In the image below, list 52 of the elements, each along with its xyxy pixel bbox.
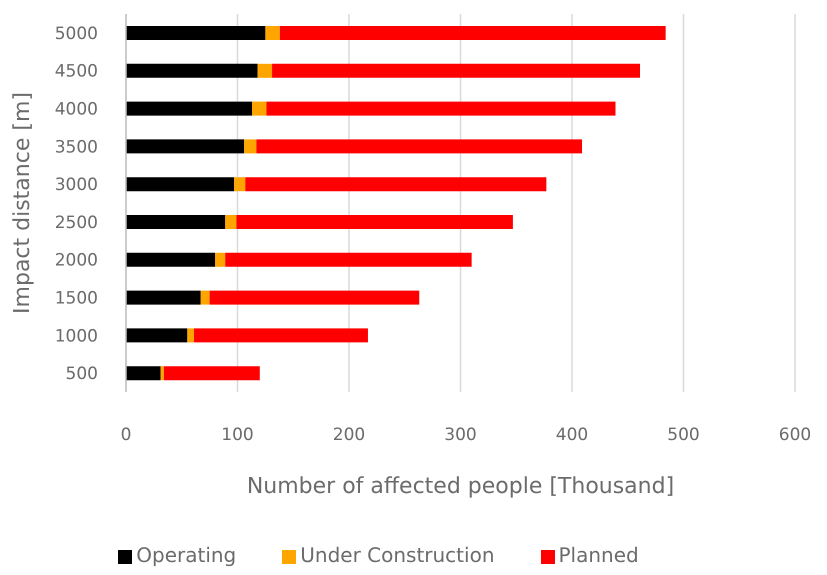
x-tick-label: 500 [667, 425, 700, 446]
bar [126, 26, 266, 40]
bar [280, 26, 666, 40]
bar [236, 215, 513, 229]
bar [164, 366, 260, 380]
bar [126, 366, 161, 380]
x-tick-label: 300 [444, 425, 477, 446]
bar [225, 252, 472, 267]
y-tick-label: 4500 [54, 62, 98, 82]
bar [258, 64, 272, 78]
bar [200, 290, 210, 305]
bar [225, 215, 236, 229]
bar [245, 177, 546, 192]
legend-label: Operating [136, 543, 236, 567]
bar [126, 139, 244, 154]
y-tick-label: 1000 [54, 326, 98, 346]
bar [272, 64, 640, 78]
x-tick-label: 400 [556, 425, 588, 446]
bar [160, 366, 164, 380]
bar [194, 328, 368, 342]
bar [244, 139, 256, 154]
bar [234, 177, 246, 192]
y-axis-title: Impact distance [m] [10, 92, 35, 314]
x-tick-label: 100 [221, 425, 254, 446]
bar [187, 328, 194, 342]
bar [126, 177, 234, 192]
legend-label: Under Construction [300, 543, 494, 567]
bar [126, 328, 188, 342]
bar [215, 252, 226, 267]
bar [252, 102, 266, 116]
x-axis-title: Number of affected people [Thousand] [246, 474, 674, 499]
y-tick-label: 2500 [54, 212, 98, 233]
bar [126, 64, 258, 78]
x-tick-label: 0 [120, 425, 132, 446]
legend-label: Planned [558, 543, 639, 567]
x-tick-label: 600 [778, 425, 812, 446]
bar [266, 102, 616, 116]
bar [265, 26, 280, 40]
bar [256, 139, 582, 154]
y-tick-label: 5000 [54, 24, 98, 44]
y-tick-label: 3000 [54, 175, 98, 196]
x-tick-label: 200 [332, 425, 366, 446]
bar [126, 290, 201, 305]
y-tick-label: 3500 [54, 137, 98, 158]
bar [126, 215, 226, 229]
bar [126, 252, 216, 267]
bar [126, 102, 252, 116]
bar [210, 290, 420, 305]
y-tick-label: 4000 [54, 100, 98, 120]
y-tick-label: 1500 [54, 288, 98, 309]
y-tick-label: 2000 [54, 250, 98, 271]
y-tick-label: 500 [66, 364, 98, 384]
